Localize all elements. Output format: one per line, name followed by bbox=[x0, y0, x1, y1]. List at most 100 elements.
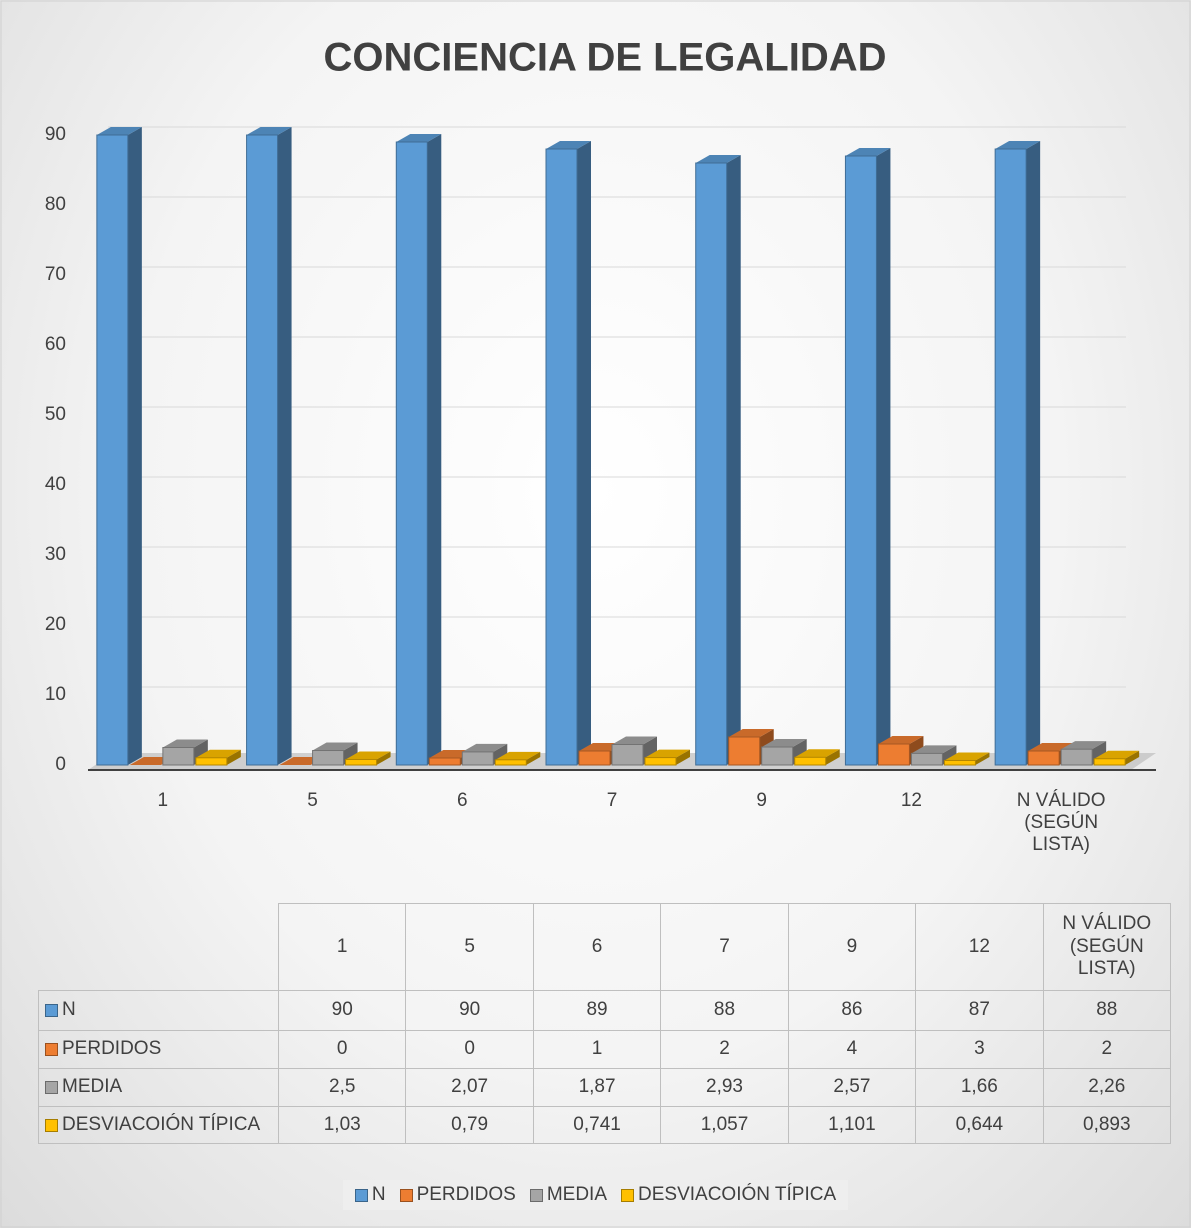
bar bbox=[844, 155, 877, 766]
bar bbox=[1060, 748, 1093, 766]
bar-top bbox=[878, 736, 924, 744]
bar-side bbox=[427, 134, 442, 765]
x-tick-label: 5 bbox=[307, 790, 318, 811]
legend-swatch bbox=[354, 1188, 368, 1202]
legend-label: N bbox=[371, 1184, 386, 1205]
bar-top bbox=[195, 749, 241, 758]
legend-item: PERDIDOS bbox=[399, 1184, 516, 1206]
y-tick-label: 30 bbox=[45, 544, 66, 565]
table-value: 86 bbox=[787, 990, 917, 1031]
y-tick-label: 0 bbox=[55, 754, 66, 775]
bar bbox=[494, 759, 527, 766]
row-label-text: PERDIDOS bbox=[62, 1038, 162, 1060]
x-tick-label: 12 bbox=[900, 790, 922, 811]
bar-top bbox=[462, 743, 508, 752]
bar-top bbox=[911, 745, 957, 754]
y-tick-label: 40 bbox=[45, 474, 66, 495]
bar-side bbox=[975, 752, 990, 765]
bar-side bbox=[376, 751, 391, 765]
table-row-label: DESVIACOIÓN TÍPICA bbox=[38, 1106, 279, 1144]
table-value: 1,057 bbox=[660, 1106, 789, 1144]
bar-top bbox=[845, 148, 891, 156]
bar bbox=[428, 757, 461, 766]
bar bbox=[728, 736, 761, 766]
bar bbox=[246, 134, 279, 766]
table-value: 87 bbox=[915, 990, 1044, 1031]
legend-swatch bbox=[45, 1081, 58, 1094]
table-value: 2 bbox=[660, 1030, 789, 1069]
x-tick-label: 7 bbox=[606, 790, 618, 811]
table-value: 0,79 bbox=[405, 1106, 534, 1144]
x-tick-label: N VÁLIDO (SEGÚN LISTA) bbox=[1016, 790, 1106, 855]
bar-top bbox=[495, 751, 541, 760]
table-value: 90 bbox=[278, 990, 407, 1031]
table-row-label: N bbox=[38, 990, 279, 1031]
bar-side bbox=[676, 749, 690, 765]
legend-box: N PERDIDOS MEDIA DESVIACOIÓN TÍPICA bbox=[342, 1180, 849, 1210]
table-value: 1,101 bbox=[787, 1106, 917, 1144]
bar-top bbox=[695, 155, 741, 163]
table-value: 3 bbox=[915, 1030, 1044, 1069]
bar bbox=[611, 743, 644, 766]
bar-side bbox=[226, 749, 241, 765]
y-tick-label: 50 bbox=[45, 404, 66, 425]
legend-label: MEDIA bbox=[546, 1184, 608, 1205]
chart-title: CONCIENCIA DE LEGALIDAD bbox=[324, 36, 887, 80]
table-value: 0 bbox=[405, 1030, 534, 1069]
bar-top bbox=[944, 752, 990, 761]
bar bbox=[761, 746, 794, 766]
table-value: 2,93 bbox=[660, 1068, 789, 1107]
bar-side bbox=[526, 751, 541, 765]
bar-top bbox=[794, 749, 840, 758]
legend-swatch bbox=[621, 1188, 635, 1202]
bar-side bbox=[127, 127, 142, 765]
bar bbox=[395, 141, 428, 766]
table-value: 2,26 bbox=[1042, 1068, 1171, 1107]
bar bbox=[994, 148, 1027, 766]
bar bbox=[943, 759, 976, 766]
bar-side bbox=[825, 749, 840, 765]
table-header: 5 bbox=[405, 903, 534, 991]
bar-top bbox=[345, 751, 391, 760]
bar bbox=[96, 134, 129, 766]
bar bbox=[312, 750, 345, 766]
table-value: 2 bbox=[1042, 1030, 1171, 1069]
bar-top bbox=[995, 141, 1041, 149]
table-value: 0 bbox=[278, 1030, 407, 1069]
table-value: 2,57 bbox=[787, 1068, 917, 1107]
table-header: 7 bbox=[660, 903, 789, 991]
bar bbox=[877, 743, 910, 766]
row-label-text: MEDIA bbox=[62, 1076, 123, 1098]
bar-top bbox=[246, 127, 292, 135]
bar-top bbox=[1061, 741, 1107, 750]
y-tick-label: 20 bbox=[45, 614, 66, 635]
bar-side bbox=[1125, 750, 1140, 765]
table-value: 1 bbox=[532, 1030, 662, 1069]
legend-label: PERDIDOS bbox=[416, 1184, 516, 1205]
bar-side bbox=[577, 141, 591, 765]
x-tick-label: 9 bbox=[756, 790, 767, 811]
bar-top bbox=[761, 739, 807, 748]
bar bbox=[461, 751, 494, 766]
bar bbox=[1027, 750, 1060, 766]
y-tick-label: 60 bbox=[45, 334, 66, 355]
table-value: 1,87 bbox=[532, 1068, 662, 1107]
table-header: 1 bbox=[278, 903, 407, 991]
table-value: 90 bbox=[405, 990, 534, 1031]
bar bbox=[195, 757, 228, 766]
bar-top bbox=[645, 749, 690, 758]
legend-item: N bbox=[354, 1184, 386, 1206]
x-tick-label: 1 bbox=[157, 790, 169, 811]
bar-side bbox=[876, 148, 891, 765]
bar-side bbox=[277, 127, 292, 765]
bar bbox=[162, 747, 195, 766]
table-value: 1,66 bbox=[915, 1068, 1044, 1107]
bar-top bbox=[612, 736, 657, 745]
bar bbox=[1093, 758, 1126, 766]
table-header: N VÁLIDO (SEGÚN LISTA) bbox=[1042, 903, 1171, 991]
legend-swatch bbox=[399, 1188, 413, 1202]
table-value: 1,03 bbox=[278, 1106, 407, 1144]
table-value: 88 bbox=[660, 990, 789, 1031]
table-value: 0,644 bbox=[915, 1106, 1044, 1144]
